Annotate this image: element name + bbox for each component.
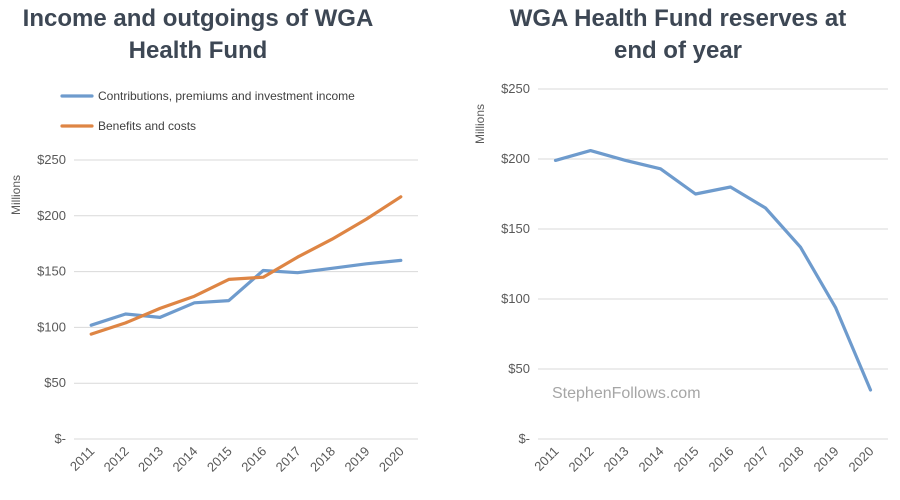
data-point xyxy=(799,246,802,249)
x-tick-label: 2013 xyxy=(601,444,632,475)
data-point xyxy=(262,276,265,279)
y-tick-label: $200 xyxy=(501,151,530,166)
data-point xyxy=(262,269,265,272)
x-tick-label: 2014 xyxy=(169,444,200,475)
y-tick-label: $- xyxy=(518,431,530,446)
data-point xyxy=(158,307,161,310)
data-point xyxy=(193,295,196,298)
x-tick-label: 2019 xyxy=(341,444,372,475)
y-tick-label: $150 xyxy=(501,221,530,236)
data-point xyxy=(659,167,662,170)
x-tick-label: 2020 xyxy=(846,444,877,475)
y-tick-label: $250 xyxy=(501,81,530,96)
x-tick-label: 2018 xyxy=(307,444,338,475)
x-tick-label: 2012 xyxy=(566,444,597,475)
data-point xyxy=(624,159,627,162)
data-point xyxy=(869,388,872,391)
data-point xyxy=(729,185,732,188)
data-point xyxy=(227,278,230,281)
y-tick-label: $50 xyxy=(44,375,66,390)
x-tick-label: 2016 xyxy=(706,444,737,475)
chart-title-line: Income and outgoings of WGA xyxy=(23,5,374,32)
data-point xyxy=(554,159,557,162)
y-axis-label: Millions xyxy=(9,175,23,215)
data-point xyxy=(589,149,592,152)
series-line-2 xyxy=(89,195,403,336)
data-point xyxy=(764,206,767,209)
data-point xyxy=(124,312,127,315)
data-point xyxy=(193,301,196,304)
data-point xyxy=(227,299,230,302)
series-line-1 xyxy=(89,258,403,327)
y-tick-label: $100 xyxy=(501,291,530,306)
x-tick-label: 2015 xyxy=(204,444,235,475)
data-point xyxy=(330,238,333,241)
data-point xyxy=(834,306,837,309)
data-point xyxy=(694,192,697,195)
y-tick-label: $150 xyxy=(37,264,66,279)
chart-1: Income and outgoings of WGA Health Fund Mi… xyxy=(9,5,418,475)
x-tick-label: 2013 xyxy=(135,444,166,475)
watermark-text: StephenFollows.com xyxy=(552,385,701,402)
data-point xyxy=(158,316,161,319)
chart-title-line: Health Fund xyxy=(129,37,268,64)
x-tick-label: 2019 xyxy=(811,444,842,475)
data-point xyxy=(90,332,93,335)
x-tick-label: 2017 xyxy=(741,444,772,475)
x-tick-label: 2014 xyxy=(636,444,667,475)
x-tick-label: 2018 xyxy=(776,444,807,475)
data-point xyxy=(365,218,368,221)
y-tick-label: $100 xyxy=(37,319,66,334)
chart-title-line: WGA Health Fund reserves at xyxy=(510,5,847,32)
data-point xyxy=(365,262,368,265)
x-tick-label: 2017 xyxy=(273,444,304,475)
data-point xyxy=(90,324,93,327)
x-tick-label: 2016 xyxy=(238,444,269,475)
data-point xyxy=(399,259,402,262)
y-tick-label: $250 xyxy=(37,152,66,167)
x-tick-label: 2020 xyxy=(376,444,407,475)
x-tick-label: 2015 xyxy=(671,444,702,475)
data-point xyxy=(124,321,127,324)
y-tick-label: $- xyxy=(54,431,66,446)
y-tick-label: $200 xyxy=(37,208,66,223)
legend-label: Contributions, premiums and investment i… xyxy=(98,89,355,103)
data-point xyxy=(399,195,402,198)
data-point xyxy=(330,267,333,270)
legend-label: Benefits and costs xyxy=(98,119,196,133)
chart-title-line: end of year xyxy=(614,37,742,64)
series-line-1 xyxy=(553,149,873,392)
data-point xyxy=(296,255,299,258)
data-point xyxy=(296,271,299,274)
y-tick-label: $50 xyxy=(508,361,530,376)
x-tick-label: 2011 xyxy=(67,444,97,474)
x-tick-label: 2011 xyxy=(531,444,561,474)
x-tick-label: 2012 xyxy=(101,444,132,475)
chart-2: WGA Health Fund reserves at end of year Mi… xyxy=(473,5,888,475)
y-axis-label: Millions xyxy=(473,104,487,144)
